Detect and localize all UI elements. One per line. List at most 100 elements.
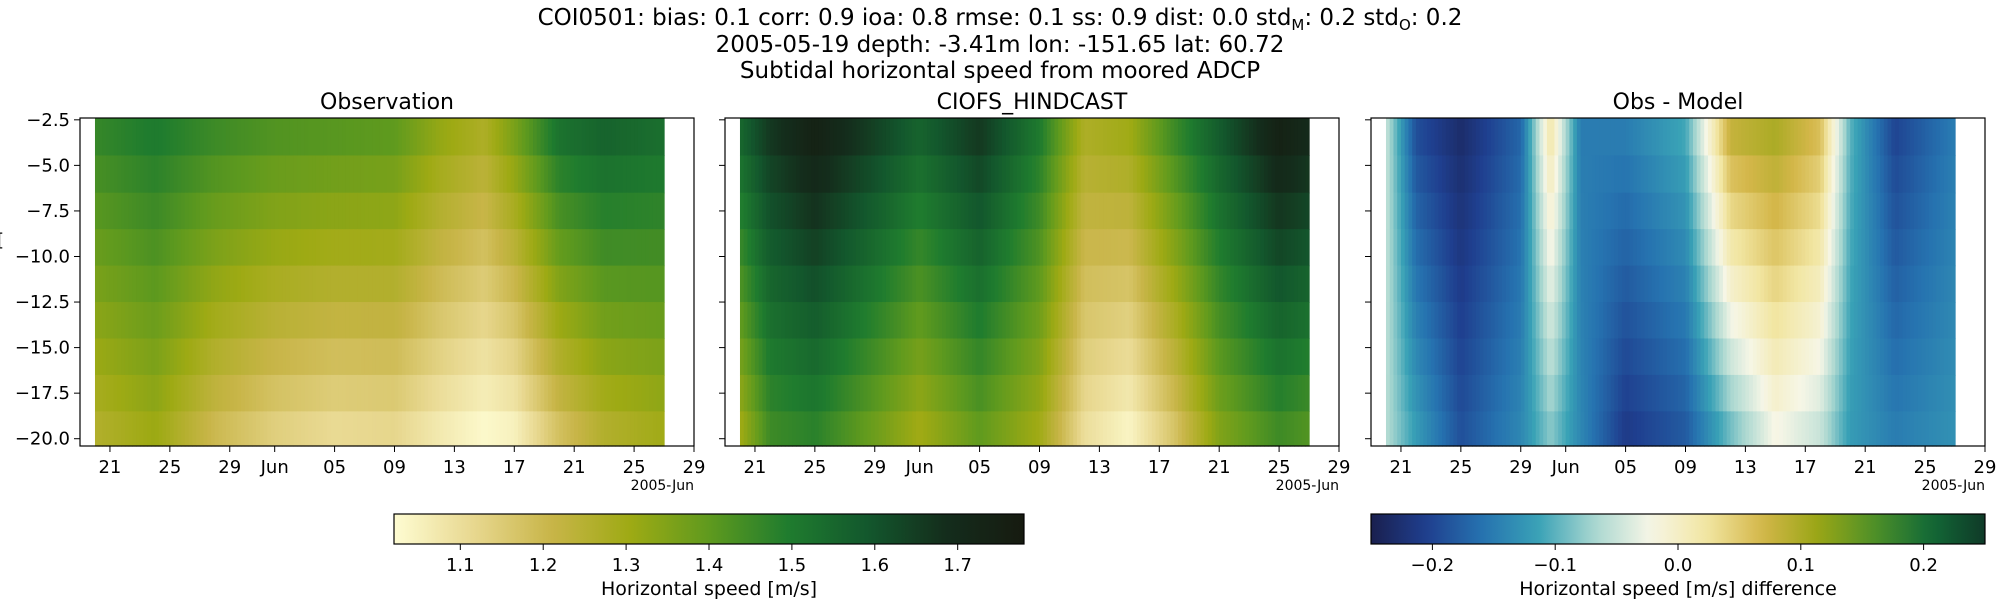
heatmap-cell bbox=[990, 338, 996, 376]
heatmap-cell bbox=[1539, 155, 1544, 194]
heatmap-cell bbox=[1125, 192, 1130, 230]
heatmap-cell bbox=[248, 338, 253, 376]
heatmap-cell bbox=[1256, 374, 1261, 412]
heatmap-cell bbox=[1065, 229, 1071, 267]
heatmap-cell bbox=[1644, 411, 1649, 447]
heatmap-cell bbox=[1595, 118, 1600, 157]
title-line-1: COI0501: bias: 0.1 corr: 0.9 ioa: 0.8 rm… bbox=[538, 5, 1463, 34]
heatmap-cell bbox=[327, 374, 332, 412]
heatmap-cell bbox=[559, 374, 564, 412]
heatmap-cell bbox=[1674, 338, 1679, 376]
heatmap-cell bbox=[1129, 229, 1134, 267]
heatmap-cell bbox=[987, 374, 992, 412]
heatmap-cell bbox=[1528, 411, 1533, 447]
heatmap-cell bbox=[124, 411, 130, 447]
heatmap-cell bbox=[1797, 374, 1803, 412]
heatmap-cell bbox=[889, 155, 895, 194]
heatmap-cell bbox=[413, 374, 418, 412]
heatmap-cell bbox=[214, 118, 220, 157]
heatmap-cell bbox=[848, 118, 853, 157]
heatmap-cell bbox=[1670, 374, 1675, 412]
heatmap-cell bbox=[837, 229, 842, 267]
heatmap-cell bbox=[1644, 338, 1649, 376]
heatmap-cell bbox=[829, 374, 835, 412]
heatmap-cell bbox=[1640, 374, 1645, 412]
heatmap-cell bbox=[904, 302, 910, 340]
heatmap-cell bbox=[1925, 229, 1930, 267]
heatmap-cell bbox=[334, 155, 339, 194]
heatmap-cell bbox=[1655, 229, 1660, 267]
heatmap-cell bbox=[1005, 338, 1011, 376]
axes-frame bbox=[1370, 117, 1986, 447]
heatmap-cell bbox=[1921, 374, 1926, 412]
heatmap-cell bbox=[1297, 265, 1303, 303]
heatmap-cell bbox=[533, 229, 538, 267]
heatmap-cell bbox=[1434, 192, 1439, 230]
heatmap-cell bbox=[1389, 302, 1395, 340]
heatmap-cell bbox=[469, 229, 474, 267]
heatmap-cell bbox=[1603, 411, 1608, 447]
heatmap-cell bbox=[132, 265, 137, 303]
heatmap-cell bbox=[1928, 118, 1934, 157]
heatmap-cell bbox=[203, 192, 208, 230]
heatmap-cell bbox=[536, 192, 542, 230]
heatmap-cell bbox=[1898, 192, 1904, 230]
heatmap-cell bbox=[192, 302, 197, 340]
heatmap-cell bbox=[975, 229, 981, 267]
heatmap-cell bbox=[1880, 155, 1885, 194]
heatmap-cell bbox=[1509, 374, 1514, 412]
heatmap-cell bbox=[1543, 338, 1548, 376]
heatmap-cell bbox=[1625, 265, 1630, 303]
heatmap-cell bbox=[1110, 338, 1115, 376]
heatmap-cell bbox=[259, 338, 265, 376]
heatmap-cell bbox=[1756, 265, 1761, 303]
heatmap-cell bbox=[446, 265, 452, 303]
heatmap-cell bbox=[1940, 411, 1945, 447]
heatmap-cell bbox=[1133, 229, 1138, 267]
heatmap-cell bbox=[1427, 374, 1432, 412]
heatmap-cell bbox=[844, 338, 850, 376]
x-tick-label: 25 bbox=[1914, 457, 1937, 478]
heatmap-cell bbox=[274, 338, 280, 376]
heatmap-cell bbox=[330, 302, 336, 340]
heatmap-cell bbox=[811, 229, 816, 267]
heatmap-cell bbox=[401, 192, 407, 230]
heatmap-cell bbox=[1651, 192, 1657, 230]
heatmap-cell bbox=[852, 338, 857, 376]
heatmap-cell bbox=[885, 155, 891, 194]
heatmap-cell bbox=[1606, 192, 1612, 230]
heatmap-cell bbox=[1794, 338, 1799, 376]
heatmap-cell bbox=[826, 192, 831, 230]
heatmap-cell bbox=[1794, 192, 1799, 230]
heatmap-cell bbox=[379, 374, 384, 412]
heatmap-cell bbox=[1237, 374, 1243, 412]
heatmap-cell bbox=[1636, 192, 1642, 230]
heatmap-cell bbox=[1453, 338, 1458, 376]
heatmap-cell bbox=[1297, 192, 1303, 230]
heatmap-cell bbox=[1294, 118, 1299, 157]
heatmap-cell bbox=[1024, 374, 1029, 412]
heatmap-cell bbox=[1103, 155, 1108, 194]
heatmap-cell bbox=[1561, 118, 1567, 157]
heatmap-cell bbox=[338, 155, 343, 194]
heatmap-cell bbox=[491, 374, 497, 412]
heatmap-cell bbox=[259, 411, 265, 447]
heatmap-cell bbox=[634, 374, 639, 412]
heatmap-cell bbox=[1681, 229, 1687, 267]
heatmap-cell bbox=[964, 155, 969, 194]
heatmap-cell bbox=[1726, 118, 1732, 157]
heatmap-cell bbox=[113, 411, 119, 447]
heatmap-cell bbox=[844, 229, 850, 267]
heatmap-cell bbox=[1091, 338, 1097, 376]
heatmap-cell bbox=[1707, 229, 1713, 267]
heatmap-cell bbox=[173, 192, 178, 230]
heatmap-cell bbox=[1032, 411, 1037, 447]
heatmap-cell bbox=[117, 374, 122, 412]
heatmap-cell bbox=[934, 265, 939, 303]
heatmap-cell bbox=[807, 374, 812, 412]
heatmap-cell bbox=[1400, 155, 1406, 194]
heatmap-cell bbox=[1947, 265, 1952, 303]
heatmap-cell bbox=[994, 229, 999, 267]
heatmap-cell bbox=[1524, 229, 1529, 267]
